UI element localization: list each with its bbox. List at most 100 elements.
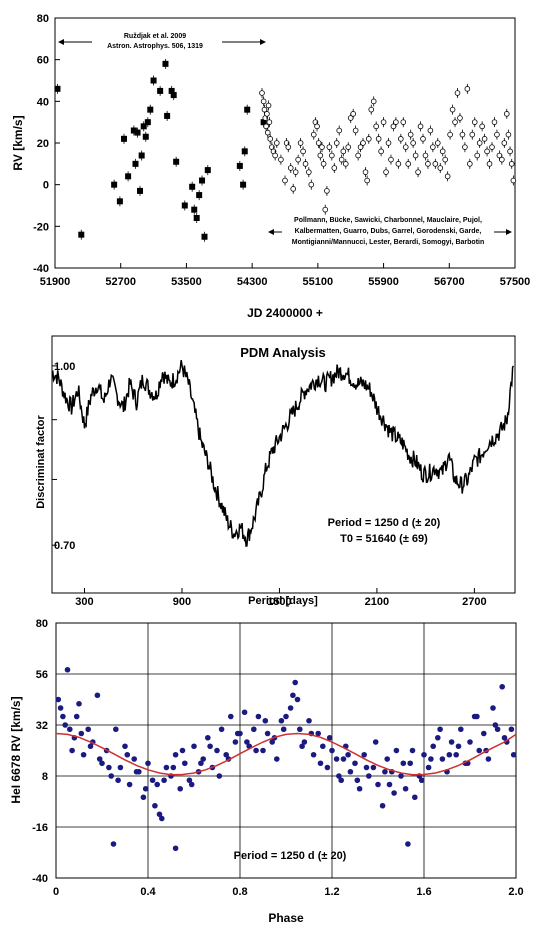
- data-point: [244, 739, 250, 745]
- data-point: [290, 692, 296, 699]
- data-point-square: [121, 135, 127, 142]
- data-point: [418, 777, 425, 784]
- x-tick-label: 900: [173, 596, 191, 608]
- x-tick-label: 55900: [368, 276, 399, 288]
- y-tick-label: 60: [37, 55, 49, 67]
- data-point-circle: [442, 156, 448, 163]
- data-point: [347, 768, 354, 775]
- data-point: [345, 751, 351, 758]
- data-point: [186, 777, 193, 784]
- data-point-circle: [340, 148, 347, 155]
- data-point: [435, 734, 441, 741]
- data-point: [356, 785, 363, 792]
- data-point-circle: [430, 144, 436, 150]
- data-point: [310, 751, 317, 758]
- data-point: [490, 705, 496, 711]
- data-point: [324, 764, 331, 771]
- data-point: [421, 751, 427, 758]
- data-point: [354, 777, 361, 784]
- data-point: [501, 734, 508, 741]
- data-point-circle: [469, 131, 476, 138]
- data-point-square: [189, 183, 196, 190]
- data-point: [499, 683, 506, 690]
- x-tick-label: 56700: [434, 276, 465, 288]
- data-point-circle: [501, 140, 508, 146]
- y-axis-title: Discriminat factor: [35, 415, 47, 509]
- data-point-circle: [333, 140, 340, 146]
- data-point: [329, 747, 335, 754]
- data-point-circle: [410, 140, 416, 146]
- discriminant-curve: [51, 359, 515, 548]
- data-point: [57, 705, 64, 711]
- data-point: [55, 696, 62, 703]
- data-point: [218, 726, 225, 733]
- data-point: [115, 777, 121, 784]
- left-ref-text-line2: Astron. Astrophys. 506, 1319: [107, 43, 203, 50]
- data-point-circle: [352, 127, 359, 134]
- data-point: [152, 802, 158, 809]
- data-point: [425, 764, 432, 771]
- data-point-circle: [360, 140, 366, 146]
- data-point-square: [204, 167, 211, 174]
- x-axis-title: Period [days]: [248, 595, 318, 607]
- x-tick-label: 51900: [40, 276, 71, 288]
- data-point-circle: [385, 140, 392, 146]
- data-point-square: [260, 119, 267, 126]
- data-point-circle: [342, 161, 349, 167]
- data-point: [172, 845, 179, 852]
- right-ref-arrowhead-left: [268, 229, 274, 235]
- data-point: [149, 777, 156, 784]
- data-point-circle: [395, 161, 402, 167]
- right-ref-text-line2: Kalbermatten, Guarro, Dubs, Garrel, Goro…: [295, 228, 482, 235]
- pdm-analysis-chart: 300 900 1500 2100 2700 1.00 0.70 PDM Analysis…: [35, 335, 516, 608]
- data-point: [260, 747, 266, 754]
- data-point: [485, 756, 492, 762]
- data-point-circle: [388, 156, 394, 163]
- data-point: [412, 794, 418, 801]
- y-tick-label: -40: [33, 263, 49, 275]
- data-point: [366, 773, 372, 779]
- data-point-square: [147, 106, 154, 113]
- x-tick-label: 1.2: [324, 886, 339, 898]
- data-point-circle: [300, 148, 306, 155]
- data-point-circle: [380, 119, 387, 125]
- data-point-circle: [272, 152, 278, 159]
- data-point: [264, 730, 271, 737]
- data-point: [476, 747, 483, 754]
- data-point: [133, 768, 140, 775]
- data-point: [124, 751, 131, 758]
- data-point-circle: [454, 90, 461, 96]
- data-point-square: [111, 181, 118, 188]
- data-point-circle: [505, 131, 512, 138]
- data-point-square: [125, 173, 132, 180]
- data-point: [241, 709, 248, 716]
- data-point: [232, 739, 239, 745]
- data-point-circle: [362, 169, 369, 175]
- data-point: [163, 764, 170, 771]
- data-point-square: [140, 123, 147, 130]
- data-point-circle: [417, 123, 424, 130]
- data-point-square: [168, 87, 175, 94]
- data-point: [172, 751, 179, 758]
- data-point-circle: [508, 161, 515, 167]
- x-axis-title: Phase: [268, 911, 304, 925]
- data-point-circle: [415, 169, 421, 175]
- left-ref-arrowhead-left: [58, 39, 64, 45]
- data-point: [76, 700, 82, 707]
- data-point: [216, 773, 223, 779]
- chart-title: PDM Analysis: [240, 345, 326, 360]
- data-point-circle: [350, 111, 356, 117]
- data-point: [113, 726, 119, 733]
- data-point-square: [236, 162, 243, 169]
- data-point-circle: [324, 188, 330, 194]
- data-point: [253, 747, 259, 754]
- x-tick-label: 1.6: [416, 886, 431, 898]
- data-point: [80, 751, 87, 758]
- data-point: [352, 760, 358, 767]
- y-tick-label: -16: [32, 822, 48, 834]
- data-point: [287, 705, 294, 711]
- data-point: [228, 713, 234, 720]
- right-ref-text-line1: Pollmann, Bücke, Sawicki, Charbonnel, Ma…: [294, 217, 482, 224]
- data-point-circle: [507, 148, 513, 155]
- data-point: [108, 773, 114, 779]
